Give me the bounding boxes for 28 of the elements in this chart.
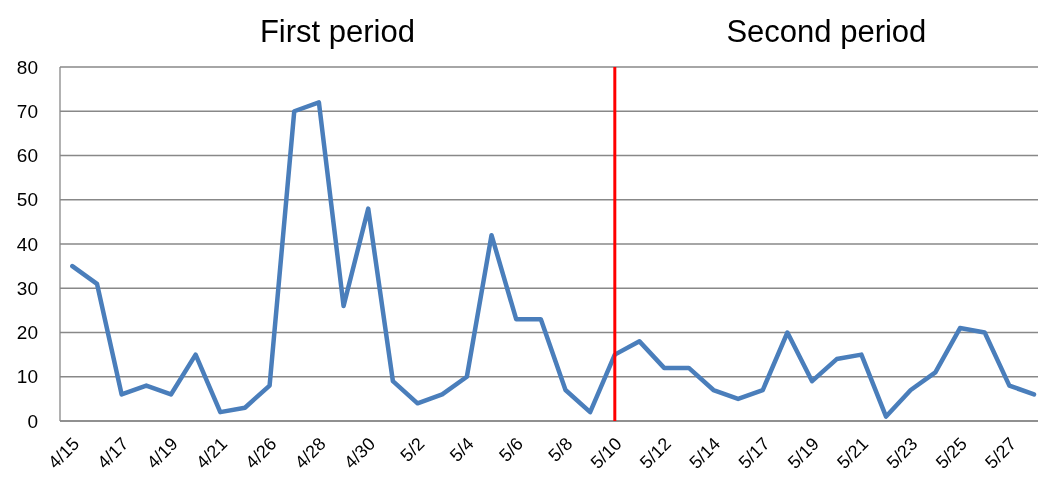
x-tick-label: 5/23	[882, 433, 922, 473]
x-tick-label: 5/14	[685, 433, 725, 473]
x-tick-label: 4/19	[142, 433, 182, 473]
x-tick-label: 5/8	[544, 433, 577, 466]
x-tick-label: 4/28	[290, 433, 330, 473]
x-tick-label: 5/6	[495, 433, 528, 466]
y-tick-label: 50	[16, 189, 38, 211]
y-tick-label: 30	[16, 277, 38, 299]
x-tick-label: 5/4	[445, 433, 478, 466]
y-tick-label: 60	[16, 145, 38, 167]
line-series	[70, 100, 1037, 419]
y-tick-label: 0	[27, 410, 38, 432]
x-tick-label: 4/21	[192, 433, 232, 473]
y-tick-label: 70	[16, 100, 38, 122]
text: Second period	[726, 14, 927, 49]
y-tick-label: 10	[16, 366, 38, 388]
x-tick-label: 5/21	[833, 433, 873, 473]
x-tick-label: 5/12	[636, 433, 675, 473]
x-tick-label: 4/17	[93, 433, 133, 473]
y-tick-label: 80	[16, 56, 38, 78]
x-tick-label: 4/26	[241, 433, 281, 473]
y-tick-label: 40	[16, 233, 38, 255]
text: First period	[259, 14, 415, 49]
y-tick-label: 20	[16, 322, 38, 344]
x-tick-label: 5/2	[396, 433, 429, 466]
x-tick-label: 5/19	[783, 433, 823, 473]
x-tick-label: 4/30	[340, 433, 380, 473]
x-tick-label: 5/10	[586, 433, 626, 473]
